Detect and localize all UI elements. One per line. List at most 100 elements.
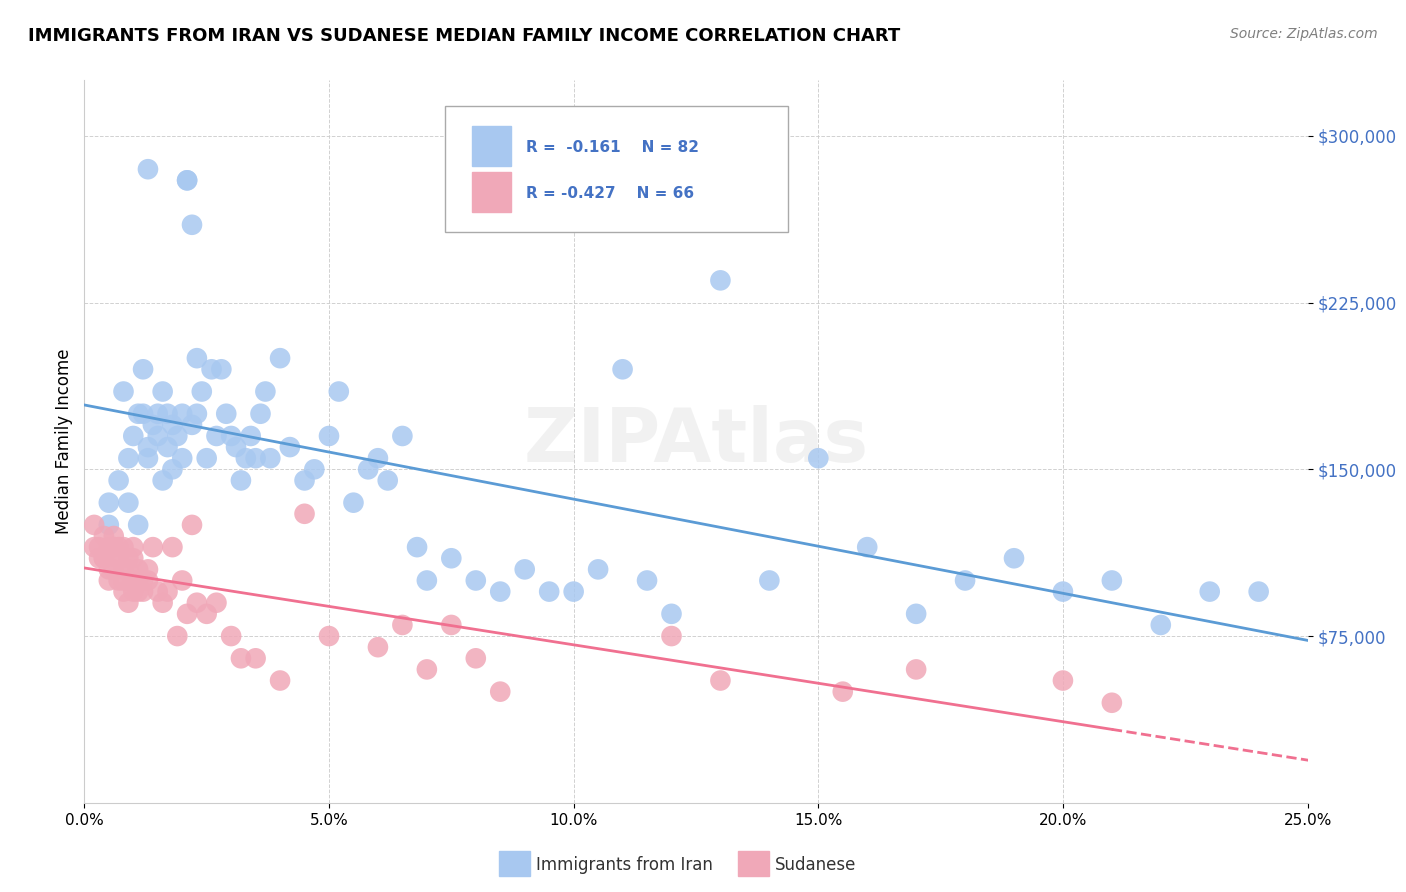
Point (181, 517, 204, 532)
Point (172, 451, 194, 466)
Point (215, 407, 238, 421)
Point (107, 574, 129, 588)
Point (856, 540, 879, 554)
Text: Immigrants from Iran: Immigrants from Iran (536, 856, 713, 874)
Point (186, 407, 208, 421)
Point (205, 596, 228, 610)
Point (377, 474, 399, 488)
Point (367, 640, 389, 655)
Point (176, 173, 198, 187)
Point (636, 574, 658, 588)
Text: R =  -0.161    N = 82: R = -0.161 N = 82 (526, 140, 699, 155)
Point (117, 496, 139, 510)
Point (176, 173, 198, 187)
Point (1002, 551, 1025, 566)
Point (136, 440, 159, 454)
Point (416, 574, 439, 588)
Point (87, 551, 110, 566)
Point (318, 629, 340, 643)
Point (127, 562, 149, 576)
Point (117, 596, 139, 610)
Point (97, 574, 120, 588)
Point (156, 584, 179, 599)
Point (1101, 574, 1123, 588)
Point (200, 362, 222, 376)
Point (103, 540, 125, 554)
Point (132, 574, 155, 588)
Point (391, 429, 413, 443)
Point (97, 562, 120, 576)
Text: ZIPAtlas: ZIPAtlas (523, 405, 869, 478)
Point (136, 574, 159, 588)
Text: R = -0.427    N = 66: R = -0.427 N = 66 (526, 186, 695, 202)
Point (136, 162, 159, 177)
Point (142, 417, 165, 432)
Point (209, 362, 232, 376)
FancyBboxPatch shape (446, 105, 787, 232)
Point (132, 584, 155, 599)
Point (176, 607, 198, 621)
Point (318, 429, 340, 443)
Point (1150, 618, 1173, 632)
Bar (472, 126, 512, 166)
Point (103, 529, 125, 543)
Point (122, 551, 145, 566)
Point (586, 562, 609, 576)
Point (132, 407, 155, 421)
Point (93, 551, 115, 566)
Point (132, 362, 155, 376)
Point (357, 462, 380, 476)
Point (1247, 584, 1270, 599)
Point (172, 407, 194, 421)
Point (142, 540, 165, 554)
Text: Source: ZipAtlas.com: Source: ZipAtlas.com (1230, 27, 1378, 41)
Point (464, 574, 486, 588)
Point (112, 584, 135, 599)
Point (709, 273, 731, 287)
Point (953, 574, 976, 588)
Point (294, 507, 316, 521)
Point (112, 574, 135, 588)
Point (538, 584, 561, 599)
Point (122, 574, 145, 588)
Point (87, 540, 110, 554)
Point (156, 440, 179, 454)
Point (245, 651, 267, 665)
Point (304, 462, 326, 476)
Point (219, 629, 242, 643)
Point (269, 351, 291, 366)
Point (709, 673, 731, 688)
Point (136, 451, 159, 466)
Point (489, 684, 512, 698)
Point (195, 451, 218, 466)
Point (166, 429, 188, 443)
Point (661, 607, 683, 621)
Point (127, 407, 149, 421)
Point (122, 584, 145, 599)
Point (107, 540, 129, 554)
Point (122, 429, 145, 443)
Point (152, 474, 174, 488)
Point (162, 462, 184, 476)
Point (831, 684, 853, 698)
Point (269, 673, 291, 688)
Point (807, 451, 830, 466)
Point (152, 384, 174, 399)
Point (229, 651, 252, 665)
Point (83, 517, 105, 532)
Point (162, 417, 184, 432)
Point (146, 429, 169, 443)
Point (191, 384, 214, 399)
Point (127, 574, 149, 588)
Point (107, 551, 129, 566)
Point (239, 429, 262, 443)
Point (278, 440, 301, 454)
Point (127, 517, 149, 532)
Point (219, 429, 242, 443)
Point (83, 540, 105, 554)
Point (1101, 696, 1123, 710)
Point (107, 551, 129, 566)
Point (117, 551, 139, 566)
Point (172, 574, 194, 588)
Point (181, 417, 204, 432)
